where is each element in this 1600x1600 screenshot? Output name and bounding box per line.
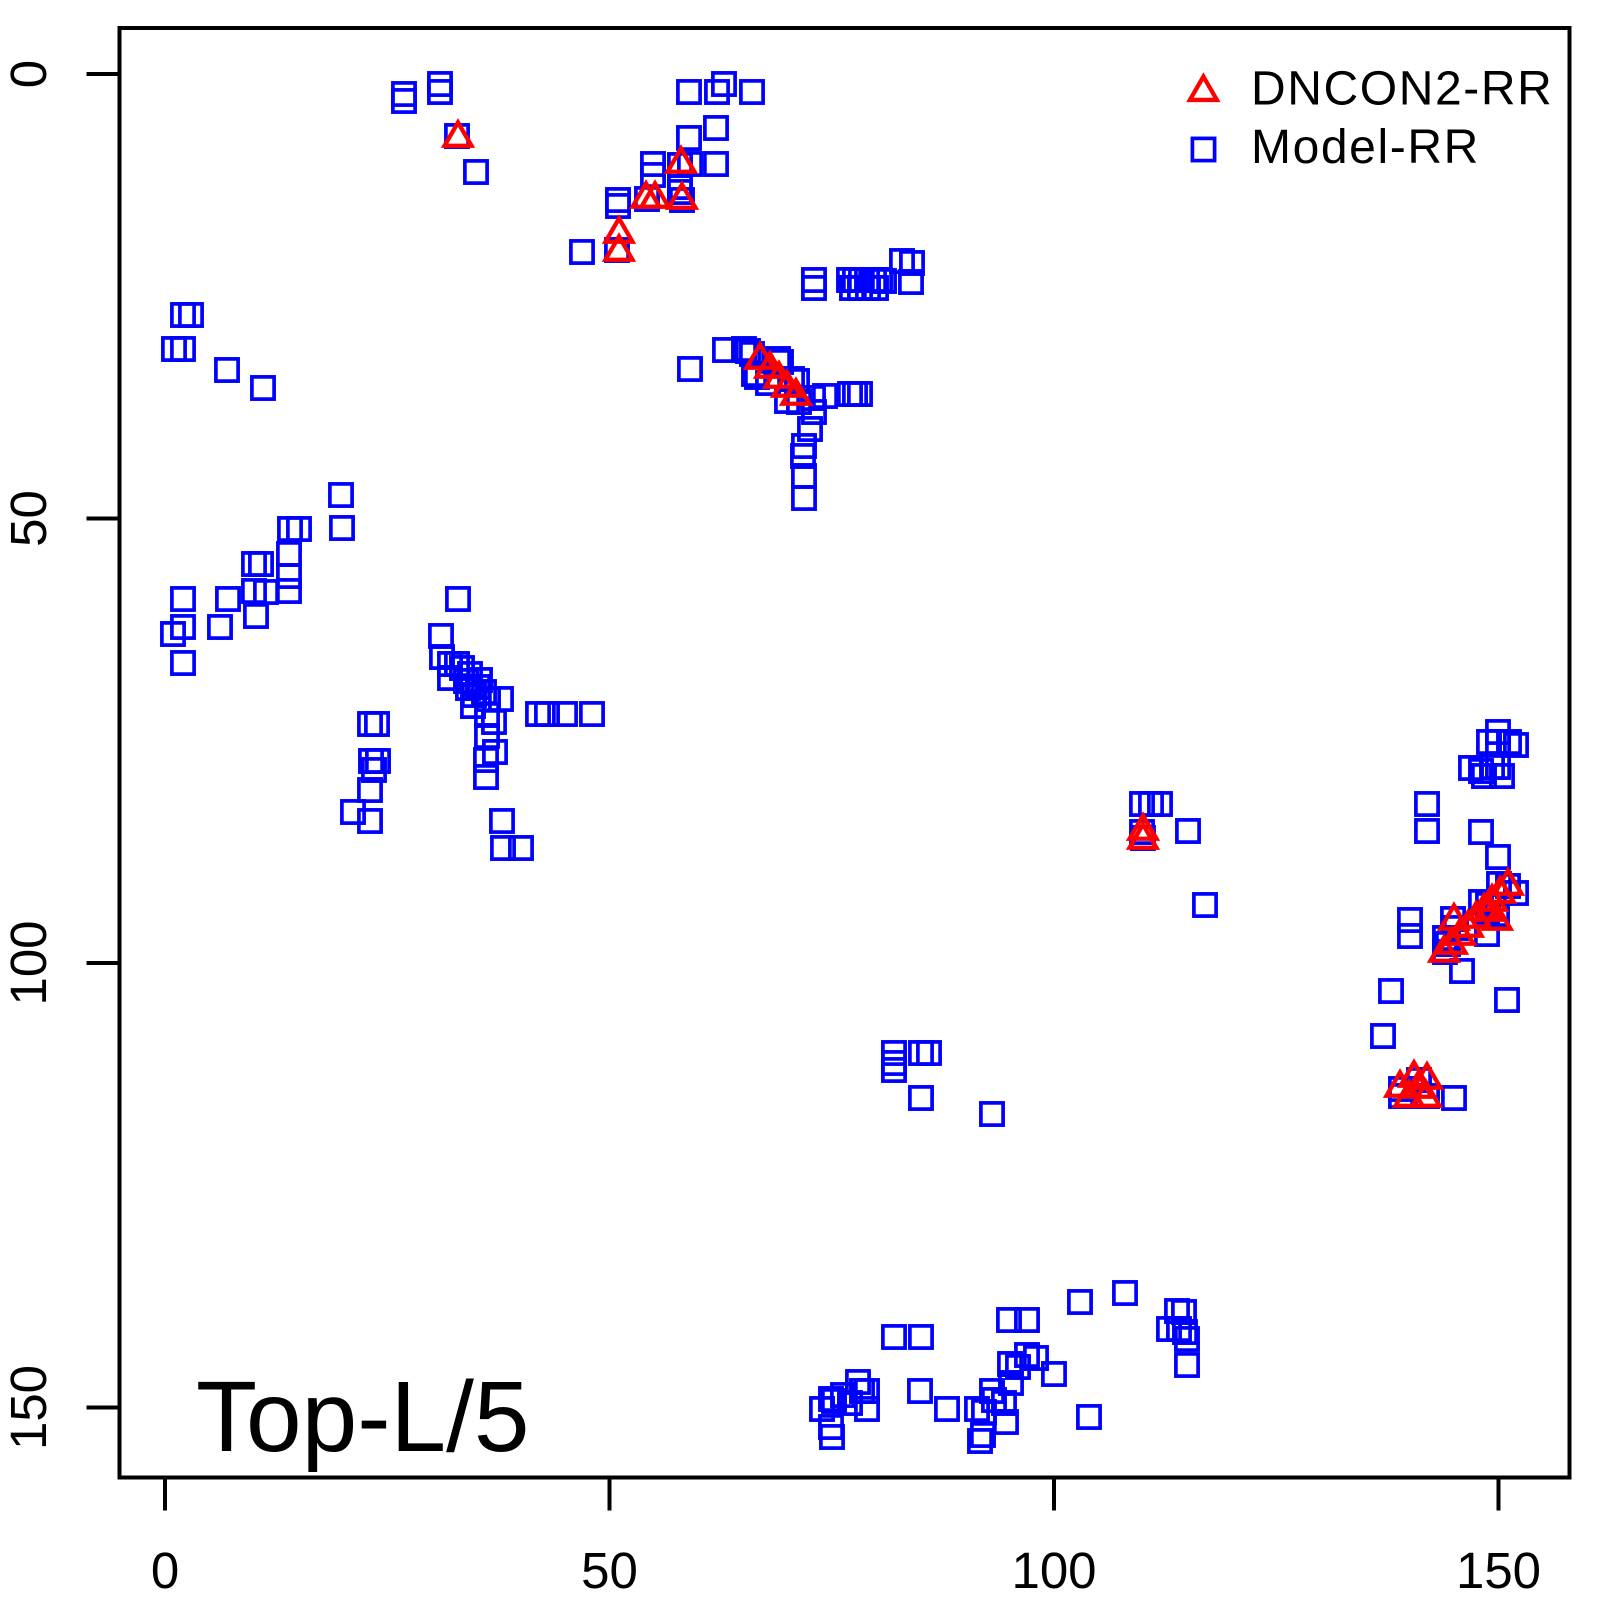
svg-text:0: 0	[0, 60, 57, 88]
svg-text:0: 0	[151, 1542, 179, 1599]
svg-text:Top-L/5: Top-L/5	[196, 1361, 530, 1473]
svg-text:50: 50	[0, 490, 57, 547]
svg-text:DNCON2-RR: DNCON2-RR	[1251, 63, 1553, 116]
svg-text:150: 150	[1456, 1542, 1541, 1599]
svg-text:Model-RR: Model-RR	[1251, 121, 1480, 174]
svg-text:100: 100	[1011, 1542, 1096, 1599]
svg-text:150: 150	[0, 1365, 57, 1450]
svg-text:100: 100	[0, 920, 57, 1005]
svg-text:50: 50	[581, 1542, 638, 1599]
